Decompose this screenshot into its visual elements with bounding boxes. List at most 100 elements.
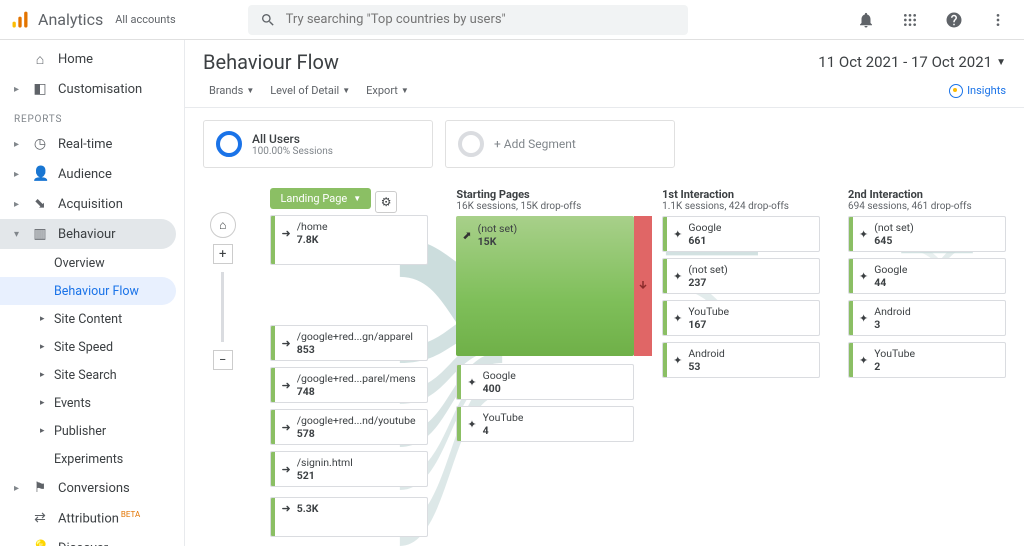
node-label: YouTube <box>688 305 729 318</box>
node-value: 44 <box>874 276 907 289</box>
node-label: /signin.html <box>297 456 353 469</box>
sidebar-sub-behaviour-flow[interactable]: Behaviour Flow <box>0 277 176 305</box>
node-label: /google+red...gn/apparel <box>297 330 413 343</box>
node-value: 853 <box>297 343 413 356</box>
node-label: /google+red...parel/mens <box>297 372 416 385</box>
flow-node[interactable]: ➜/google+red...parel/mens748 <box>270 367 428 403</box>
segment-all-users[interactable]: All Users 100.00% Sessions <box>203 120 433 168</box>
node-icon: ✦ <box>673 354 682 367</box>
node-icon: ➜ <box>281 502 290 515</box>
node-value: 3 <box>874 318 911 331</box>
flow-node[interactable]: ✦Android53 <box>662 342 820 378</box>
node-label: Google <box>874 263 907 276</box>
search-input[interactable] <box>286 12 676 27</box>
flow-column-first: 1st Interaction 1.1K sessions, 424 drop-… <box>662 188 820 546</box>
flow-visualization: ⌂ + − Landing Page▼ ⚙ ➜/home7.8K➜/google… <box>185 180 1024 546</box>
flow-column-starting: Starting Pages 16K sessions, 15K drop-of… <box>456 188 634 546</box>
report-toolbar: Brands▼ Level of Detail▼ Export▼ Insight… <box>185 78 1024 108</box>
sidebar-item-customisation[interactable]: ▸◧Customisation <box>0 74 184 104</box>
flow-controls: ⌂ + − <box>203 188 242 546</box>
flow-node[interactable]: ✦Google400 <box>456 364 634 400</box>
node-value: 5.3K <box>297 502 319 515</box>
node-label: Android <box>874 305 911 318</box>
segment-subtitle: 100.00% Sessions <box>252 146 333 157</box>
node-label: YouTube <box>483 411 524 424</box>
sidebar-sub-events[interactable]: ▸Events <box>0 389 184 417</box>
node-label: (not set) <box>688 263 728 276</box>
sidebar-item-attribution[interactable]: ⇄AttributionBETA <box>0 503 184 533</box>
brands-dropdown[interactable]: Brands▼ <box>203 82 260 99</box>
column-title: 1st Interaction <box>662 188 820 201</box>
node-icon: ➜ <box>281 227 290 240</box>
node-icon: ✦ <box>859 354 868 367</box>
node-value: 237 <box>688 276 728 289</box>
search-bar[interactable] <box>248 5 688 35</box>
sidebar-item-conversions[interactable]: ▸⚑Conversions <box>0 473 184 503</box>
flow-settings-button[interactable]: ⚙ <box>375 191 397 213</box>
flow-node[interactable]: ✦(not set)237 <box>662 258 820 294</box>
sidebar-sub-experiments[interactable]: Experiments <box>0 445 184 473</box>
node-icon: ✦ <box>859 228 868 241</box>
sidebar-item-behaviour[interactable]: ▾▥Behaviour <box>0 219 176 249</box>
more-icon[interactable] <box>988 10 1008 30</box>
level-of-detail-dropdown[interactable]: Level of Detail▼ <box>264 82 356 99</box>
sidebar-item-audience[interactable]: ▸👤Audience <box>0 159 184 189</box>
sidebar-item-realtime[interactable]: ▸◷Real-time <box>0 129 184 159</box>
sidebar-label: Home <box>58 52 93 67</box>
sidebar-sub-publisher[interactable]: ▸Publisher <box>0 417 184 445</box>
flow-node[interactable]: ➜/google+red...nd/youtube578 <box>270 409 428 445</box>
flow-node[interactable]: ➜ /google+red...gn/apparel853 <box>270 325 428 361</box>
flow-node[interactable]: ✦YouTube167 <box>662 300 820 336</box>
column-title: Starting Pages <box>456 188 634 201</box>
add-segment-button[interactable]: + Add Segment <box>445 120 675 168</box>
sidebar-item-discover[interactable]: 💡Discover <box>0 533 184 546</box>
insights-button[interactable]: Insights <box>949 84 1006 98</box>
node-icon: ✦ <box>467 418 476 431</box>
flow-node[interactable]: ➜ 5.3K <box>270 497 428 537</box>
zoom-out-button[interactable]: − <box>213 350 233 370</box>
flow-node[interactable]: ✦Android3 <box>848 300 1006 336</box>
node-label: /home <box>297 220 328 233</box>
sidebar-label: Discover <box>58 541 108 546</box>
flow-node[interactable]: ✦YouTube4 <box>456 406 634 442</box>
flow-node[interactable]: ➜/home7.8K <box>270 215 428 265</box>
sidebar-label: Customisation <box>58 82 142 97</box>
segment-ring-empty-icon <box>458 131 484 157</box>
sidebar-sub-overview[interactable]: Overview <box>0 249 184 277</box>
flow-node-big[interactable]: ⬈(not set)15K <box>456 216 634 356</box>
flow-column-landing: Landing Page▼ ⚙ ➜/home7.8K➜/google+red..… <box>270 188 428 546</box>
flow-node[interactable]: ✦(not set)645 <box>848 216 1006 252</box>
notifications-icon[interactable] <box>856 10 876 30</box>
date-range-picker[interactable]: 11 Oct 2021 - 17 Oct 2021▼ <box>818 53 1006 71</box>
node-icon: ➜ <box>281 337 290 350</box>
flow-node[interactable]: ✦YouTube2 <box>848 342 1006 378</box>
segment-ring-icon <box>216 131 242 157</box>
flow-node[interactable]: ✦Google661 <box>662 216 820 252</box>
export-dropdown[interactable]: Export▼ <box>360 82 415 99</box>
sidebar-sub-site-speed[interactable]: ▸Site Speed <box>0 333 184 361</box>
help-icon[interactable] <box>944 10 964 30</box>
apps-icon[interactable] <box>900 10 920 30</box>
node-value: 661 <box>688 234 721 247</box>
sidebar-sub-site-content[interactable]: ▸Site Content <box>0 305 184 333</box>
column-subtitle: 1.1K sessions, 424 drop-offs <box>662 201 820 212</box>
sidebar-item-acquisition[interactable]: ▸⬊Acquisition <box>0 189 184 219</box>
landing-page-dropdown[interactable]: Landing Page▼ <box>270 188 371 209</box>
flow-node[interactable]: ➜/signin.html521 <box>270 451 428 487</box>
node-label: /google+red...nd/youtube <box>297 414 416 427</box>
flow-home-button[interactable]: ⌂ <box>210 212 236 238</box>
accounts-picker[interactable]: All accounts <box>115 13 175 26</box>
analytics-logo-icon <box>10 10 30 30</box>
zoom-in-button[interactable]: + <box>213 244 233 264</box>
page-title: Behaviour Flow <box>203 50 339 74</box>
node-value: 2 <box>874 360 915 373</box>
sidebar-item-home[interactable]: ⌂Home <box>0 44 184 74</box>
node-value: 53 <box>688 360 725 373</box>
flow-column-second: 2nd Interaction 694 sessions, 461 drop-o… <box>848 188 1006 546</box>
zoom-slider[interactable] <box>221 272 224 342</box>
column-subtitle: 694 sessions, 461 drop-offs <box>848 201 1006 212</box>
sidebar-sub-site-search[interactable]: ▸Site Search <box>0 361 184 389</box>
logo[interactable]: Analytics <box>10 10 103 30</box>
flow-node[interactable]: ✦Google44 <box>848 258 1006 294</box>
app-name: Analytics <box>38 10 103 29</box>
